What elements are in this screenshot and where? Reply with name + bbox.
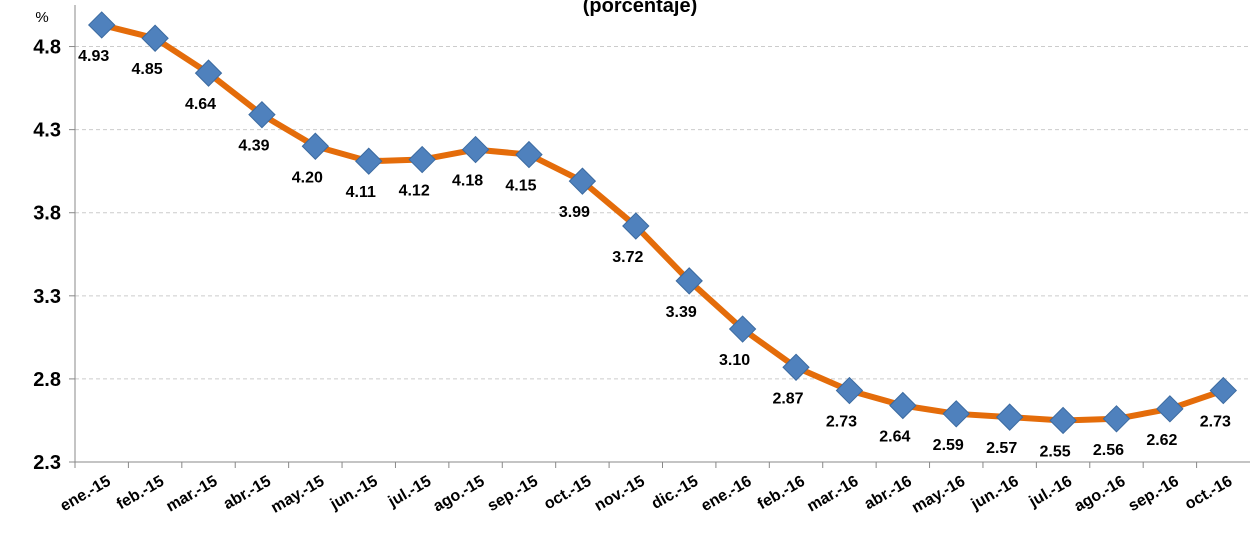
marker: [1049, 406, 1077, 435]
data-label: 2.73: [826, 414, 857, 431]
x-tick-label: ene.-16: [698, 473, 754, 515]
data-label: 2.73: [1200, 414, 1231, 431]
marker: [675, 267, 703, 295]
data-label: 4.15: [505, 178, 536, 195]
marker: [141, 24, 169, 52]
x-tick-label: ago.-15: [431, 473, 488, 516]
marker: [835, 376, 864, 405]
x-tick-label: may.-15: [268, 473, 327, 517]
x-tick-label: dic.-15: [649, 473, 701, 513]
marker: [1156, 395, 1184, 423]
x-tick-label: jun.-15: [327, 473, 381, 514]
data-label: 4.85: [132, 61, 163, 78]
x-tick-label: jun.-16: [968, 473, 1022, 514]
marker: [355, 147, 383, 175]
data-label: 2.59: [933, 437, 964, 454]
data-label: 4.11: [346, 184, 376, 201]
data-label: 3.39: [666, 304, 697, 321]
data-label: 4.20: [292, 169, 323, 186]
data-label: 2.56: [1093, 442, 1124, 459]
data-label: 4.18: [452, 173, 483, 190]
data-label: 3.72: [612, 249, 643, 266]
x-tick-label: may.-16: [909, 473, 968, 517]
data-label: 2.62: [1146, 432, 1177, 449]
marker: [461, 135, 490, 164]
marker: [622, 212, 650, 240]
x-tick-label: oct.-16: [1182, 473, 1235, 514]
data-label: 2.57: [986, 440, 1017, 457]
data-label: 4.64: [185, 96, 216, 113]
data-label: 2.87: [772, 390, 803, 407]
x-tick-label: feb.-16: [755, 473, 808, 514]
marker: [568, 167, 597, 195]
marker: [728, 315, 757, 343]
marker: [194, 59, 223, 87]
data-label: 4.39: [238, 138, 269, 155]
x-tick-label: feb.-15: [114, 473, 167, 514]
y-tick-label: 4.3: [33, 120, 61, 142]
data-label: 4.93: [78, 48, 109, 65]
data-label: 2.64: [879, 428, 910, 445]
x-tick-label: jul.-15: [385, 473, 434, 511]
y-tick-label: 4.8: [33, 37, 61, 59]
data-label: 3.10: [719, 352, 750, 369]
y-tick-label: 2.3: [33, 452, 61, 474]
data-label: 2.55: [1039, 443, 1070, 460]
marker: [248, 100, 276, 129]
marker: [1209, 376, 1238, 405]
marker: [515, 140, 543, 169]
marker: [942, 400, 970, 428]
y-tick-label: 3.8: [33, 203, 61, 225]
x-tick-label: ago.-16: [1071, 473, 1128, 516]
x-tick-label: jul.-16: [1026, 473, 1075, 511]
x-tick-label: sep.-15: [485, 473, 541, 515]
data-label: 4.12: [399, 183, 430, 200]
marker: [1102, 405, 1131, 433]
x-tick-label: nov.-15: [592, 473, 648, 515]
x-tick-label: abr.-16: [862, 473, 915, 514]
x-tick-label: mar.-16: [804, 473, 861, 516]
marker: [889, 391, 917, 420]
marker: [87, 11, 116, 39]
x-tick-label: sep.-16: [1126, 473, 1182, 515]
x-tick-label: ene.-15: [57, 473, 113, 515]
marker: [408, 145, 436, 174]
line: [100, 22, 1225, 424]
y-tick-label: 3.3: [33, 286, 61, 308]
marker: [301, 132, 330, 160]
data-label: 3.99: [559, 204, 590, 221]
x-tick-label: abr.-15: [221, 473, 274, 514]
chart-title: (porcentaje): [583, 0, 697, 17]
y-unit: %: [35, 9, 48, 26]
x-tick-label: oct.-15: [541, 473, 594, 514]
y-tick-label: 2.8: [33, 369, 61, 391]
marker: [782, 353, 810, 381]
x-tick-label: mar.-15: [163, 473, 220, 516]
marker: [995, 403, 1024, 431]
